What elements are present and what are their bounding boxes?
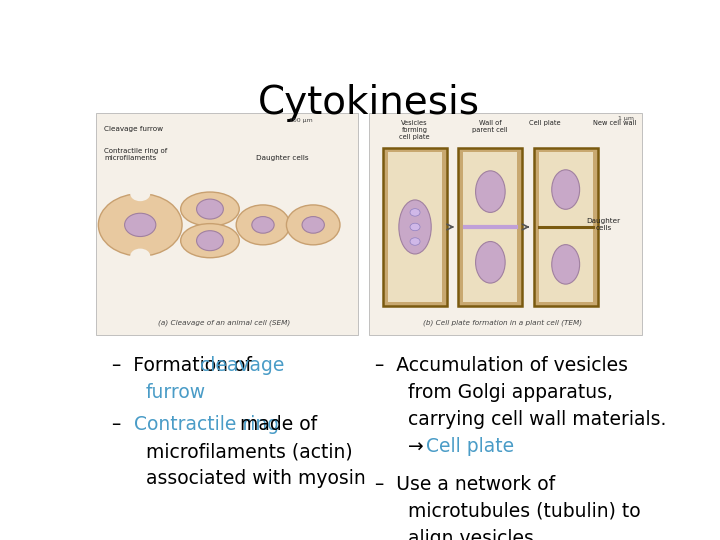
Ellipse shape [552, 245, 580, 284]
Text: Cytokinesis: Cytokinesis [258, 84, 480, 122]
Ellipse shape [476, 241, 505, 283]
Text: from Golgi apparatus,: from Golgi apparatus, [408, 383, 613, 402]
Circle shape [302, 217, 324, 233]
Text: –  Formation of: – Formation of [112, 356, 258, 375]
Text: Contractile ring: Contractile ring [133, 415, 279, 434]
Text: 100 μm: 100 μm [289, 118, 313, 124]
Bar [383, 148, 447, 306]
FancyBboxPatch shape [96, 113, 358, 335]
Circle shape [130, 248, 150, 264]
Text: Cell plate: Cell plate [529, 120, 561, 126]
Circle shape [236, 205, 289, 245]
Ellipse shape [181, 224, 239, 258]
Text: associated with myosin: associated with myosin [145, 469, 366, 488]
Circle shape [197, 231, 223, 251]
Text: Contractile ring of
microfilaments: Contractile ring of microfilaments [104, 148, 167, 161]
Ellipse shape [181, 192, 239, 226]
Ellipse shape [552, 170, 580, 210]
Circle shape [197, 199, 223, 219]
Text: Daughter
cells: Daughter cells [586, 218, 621, 231]
Circle shape [99, 194, 182, 256]
Text: align vesicles: align vesicles [408, 529, 534, 540]
Text: furrow: furrow [145, 383, 206, 402]
Circle shape [130, 186, 150, 201]
Bar [539, 152, 593, 302]
Text: →: → [408, 437, 430, 456]
Ellipse shape [476, 171, 505, 212]
Text: Cell plate: Cell plate [426, 437, 515, 456]
Bar [459, 148, 523, 306]
Text: –  Accumulation of vesicles: – Accumulation of vesicles [374, 356, 628, 375]
Text: Cleavage furrow: Cleavage furrow [104, 126, 163, 132]
Bar [388, 152, 442, 302]
Text: (a) Cleavage of an animal cell (SEM): (a) Cleavage of an animal cell (SEM) [158, 320, 290, 326]
Text: Wall of
parent cell: Wall of parent cell [472, 120, 508, 133]
Bar [463, 152, 518, 302]
Circle shape [287, 205, 340, 245]
Text: Daughter cells: Daughter cells [256, 156, 309, 161]
Circle shape [252, 217, 274, 233]
Circle shape [410, 208, 420, 216]
Text: New cell wall: New cell wall [593, 120, 636, 126]
Text: –  Use a network of: – Use a network of [374, 475, 554, 494]
Circle shape [410, 223, 420, 231]
Text: carrying cell wall materials.: carrying cell wall materials. [408, 410, 667, 429]
FancyBboxPatch shape [369, 113, 642, 335]
Text: microfilaments (actin): microfilaments (actin) [145, 442, 352, 461]
Circle shape [125, 213, 156, 237]
Text: 1 μm: 1 μm [618, 116, 634, 120]
Text: microtubules (tubulin) to: microtubules (tubulin) to [408, 502, 641, 521]
Text: Vesicles
forming
cell plate: Vesicles forming cell plate [400, 120, 430, 140]
Text: –: – [112, 415, 134, 434]
Circle shape [410, 238, 420, 245]
Text: made of: made of [234, 415, 317, 434]
Text: (b) Cell plate formation in a plant cell (TEM): (b) Cell plate formation in a plant cell… [423, 319, 582, 326]
Text: cleavage: cleavage [200, 356, 285, 375]
Bar [534, 148, 598, 306]
Ellipse shape [399, 200, 431, 254]
